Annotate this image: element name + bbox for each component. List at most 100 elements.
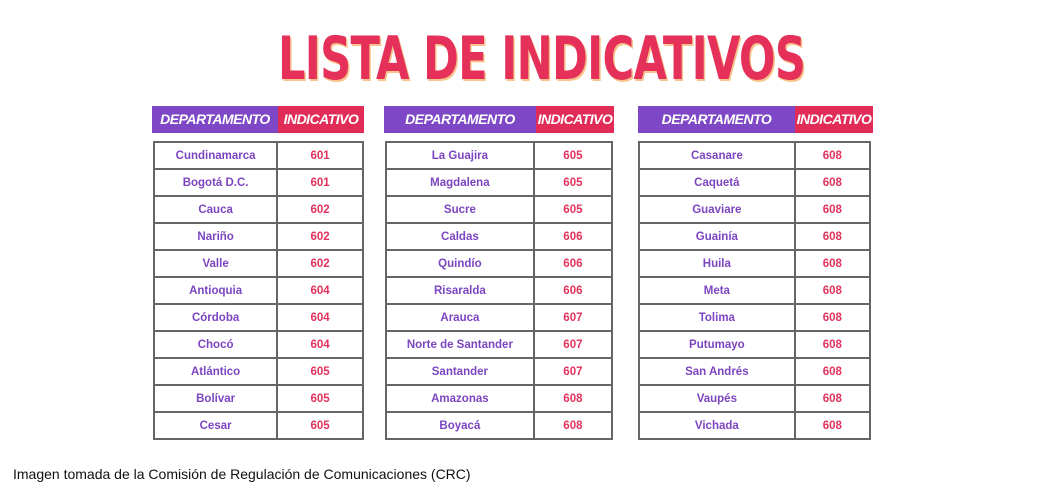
- indicativo-cell: 608: [532, 384, 614, 413]
- table-header: DEPARTAMENTO INDICATIVO: [152, 106, 364, 133]
- indicativo-cell: 607: [532, 357, 614, 386]
- indicativo-cell: 608: [793, 411, 872, 440]
- indicativo-cell: 608: [793, 330, 872, 359]
- departamento-cell: Norte de Santander: [385, 330, 535, 359]
- indicativos-table: Cundinamarca 601 Bogotá D.C. 601 Cauca 602 Nar…: [152, 141, 364, 440]
- table-row: Quindío 606: [385, 249, 614, 278]
- departamento-cell: Cesar: [152, 411, 279, 440]
- departamento-cell: Putumayo: [638, 330, 796, 359]
- table-row: Meta 608: [638, 276, 872, 305]
- table-row: Amazonas 608: [385, 384, 614, 413]
- departamento-cell: Caquetá: [638, 168, 796, 197]
- table-row: Bogotá D.C. 601: [152, 168, 364, 197]
- departamento-cell: Guaviare: [638, 195, 796, 224]
- indicativo-cell: 606: [532, 249, 614, 278]
- indicativo-cell: 604: [276, 303, 364, 332]
- departamento-cell: Atlántico: [152, 357, 279, 386]
- departamento-cell: Antioquia: [152, 276, 279, 305]
- table-row: Córdoba 604: [152, 303, 364, 332]
- indicativo-cell: 601: [276, 141, 364, 170]
- table-row: Norte de Santander 607: [385, 330, 614, 359]
- indicativo-cell: 602: [276, 222, 364, 251]
- header-indicativo: INDICATIVO: [536, 106, 614, 133]
- table-row: Guainía 608: [638, 222, 872, 251]
- departamento-cell: Amazonas: [385, 384, 535, 413]
- table-row: Chocó 604: [152, 330, 364, 359]
- indicativo-cell: 605: [276, 411, 364, 440]
- departamento-cell: Córdoba: [152, 303, 279, 332]
- departamento-cell: Chocó: [152, 330, 279, 359]
- table-row: Vaupés 608: [638, 384, 872, 413]
- table-header: DEPARTAMENTO INDICATIVO: [384, 106, 614, 133]
- indicativo-cell: 607: [532, 330, 614, 359]
- indicativo-cell: 608: [793, 195, 872, 224]
- indicativo-cell: 604: [276, 276, 364, 305]
- table-row: Casanare 608: [638, 141, 872, 170]
- departamento-cell: Boyacá: [385, 411, 535, 440]
- table-row: Boyacá 608: [385, 411, 614, 440]
- header-departamento: DEPARTAMENTO: [384, 106, 536, 133]
- indicativo-cell: 606: [532, 222, 614, 251]
- indicativo-cell: 608: [532, 411, 614, 440]
- indicativo-cell: 607: [532, 303, 614, 332]
- header-departamento: DEPARTAMENTO: [152, 106, 278, 133]
- departamento-cell: Caldas: [385, 222, 535, 251]
- indicativo-cell: 608: [793, 249, 872, 278]
- table-row: Valle 602: [152, 249, 364, 278]
- table-row: Cesar 605: [152, 411, 364, 440]
- departamento-cell: Bolívar: [152, 384, 279, 413]
- departamento-cell: Tolima: [638, 303, 796, 332]
- indicativo-cell: 602: [276, 195, 364, 224]
- indicativo-cell: 608: [793, 303, 872, 332]
- departamento-cell: Casanare: [638, 141, 796, 170]
- table-row: Sucre 605: [385, 195, 614, 224]
- departamento-cell: Huila: [638, 249, 796, 278]
- table-row: Caldas 606: [385, 222, 614, 251]
- departamento-cell: La Guajira: [385, 141, 535, 170]
- table-header: DEPARTAMENTO INDICATIVO: [638, 106, 873, 133]
- indicativos-table: Casanare 608 Caquetá 608 Guaviare 608 Guainía 6…: [638, 141, 872, 440]
- indicativo-cell: 608: [793, 141, 872, 170]
- departamento-cell: Magdalena: [385, 168, 535, 197]
- indicativo-cell: 606: [532, 276, 614, 305]
- indicativo-cell: 608: [793, 276, 872, 305]
- header-indicativo: INDICATIVO: [795, 106, 873, 133]
- departamento-cell: Vaupés: [638, 384, 796, 413]
- table-row: Cauca 602: [152, 195, 364, 224]
- table-row: Guaviare 608: [638, 195, 872, 224]
- table-row: San Andrés 608: [638, 357, 872, 386]
- table-row: Putumayo 608: [638, 330, 872, 359]
- indicativo-cell: 605: [276, 384, 364, 413]
- table-row: Nariño 602: [152, 222, 364, 251]
- table-row: Tolima 608: [638, 303, 872, 332]
- header-indicativo: INDICATIVO: [278, 106, 364, 133]
- table-row: Huila 608: [638, 249, 872, 278]
- departamento-cell: Cauca: [152, 195, 279, 224]
- departamento-cell: Risaralda: [385, 276, 535, 305]
- table-row: Cundinamarca 601: [152, 141, 364, 170]
- page-title: LISTA DE INDICATIVOS: [278, 24, 806, 94]
- table-row: Antioquia 604: [152, 276, 364, 305]
- departamento-cell: Meta: [638, 276, 796, 305]
- departamento-cell: Bogotá D.C.: [152, 168, 279, 197]
- header-departamento: DEPARTAMENTO: [638, 106, 795, 133]
- indicativo-cell: 608: [793, 222, 872, 251]
- image-caption: Imagen tomada de la Comisión de Regulaci…: [13, 466, 471, 482]
- indicativo-cell: 604: [276, 330, 364, 359]
- departamento-cell: San Andrés: [638, 357, 796, 386]
- indicativo-cell: 605: [532, 141, 614, 170]
- departamento-cell: Quindío: [385, 249, 535, 278]
- table-row: Arauca 607: [385, 303, 614, 332]
- table-row: La Guajira 605: [385, 141, 614, 170]
- departamento-cell: Valle: [152, 249, 279, 278]
- departamento-cell: Arauca: [385, 303, 535, 332]
- table-row: Magdalena 605: [385, 168, 614, 197]
- indicativo-cell: 605: [532, 168, 614, 197]
- indicativo-cell: 608: [793, 168, 872, 197]
- indicativo-cell: 605: [276, 357, 364, 386]
- indicativo-cell: 608: [793, 384, 872, 413]
- departamento-cell: Nariño: [152, 222, 279, 251]
- table-row: Bolívar 605: [152, 384, 364, 413]
- departamento-cell: Cundinamarca: [152, 141, 279, 170]
- departamento-cell: Santander: [385, 357, 535, 386]
